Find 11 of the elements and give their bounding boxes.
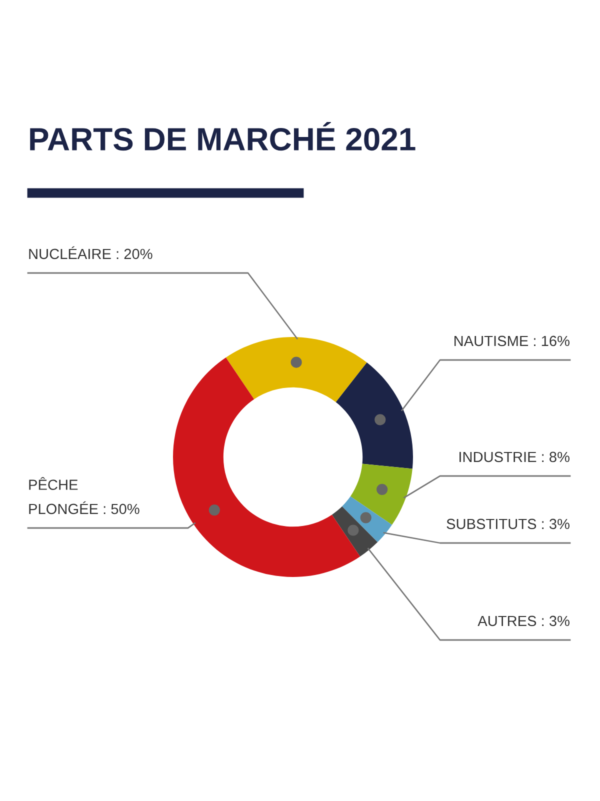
slice-label: INDUSTRIE : 8% (460, 452, 570, 462)
slice-label: NAUTISME : 16% (454, 336, 570, 346)
slice-label: AUTRES : 3% (478, 616, 570, 626)
slice-label: PÊCHE PLONGÉE : 50% (29, 477, 140, 514)
donut-slice (173, 358, 360, 577)
chart-title: PARTS DE MARCHÉ 2021 (30, 122, 416, 151)
slice-label: NUCLÉAIRE : 20% (29, 246, 152, 260)
donut-slice (350, 464, 412, 525)
donut-slice (336, 362, 413, 469)
donut-slice (226, 337, 367, 402)
slice-label: SUBSTITUTS : 3% (446, 518, 570, 530)
